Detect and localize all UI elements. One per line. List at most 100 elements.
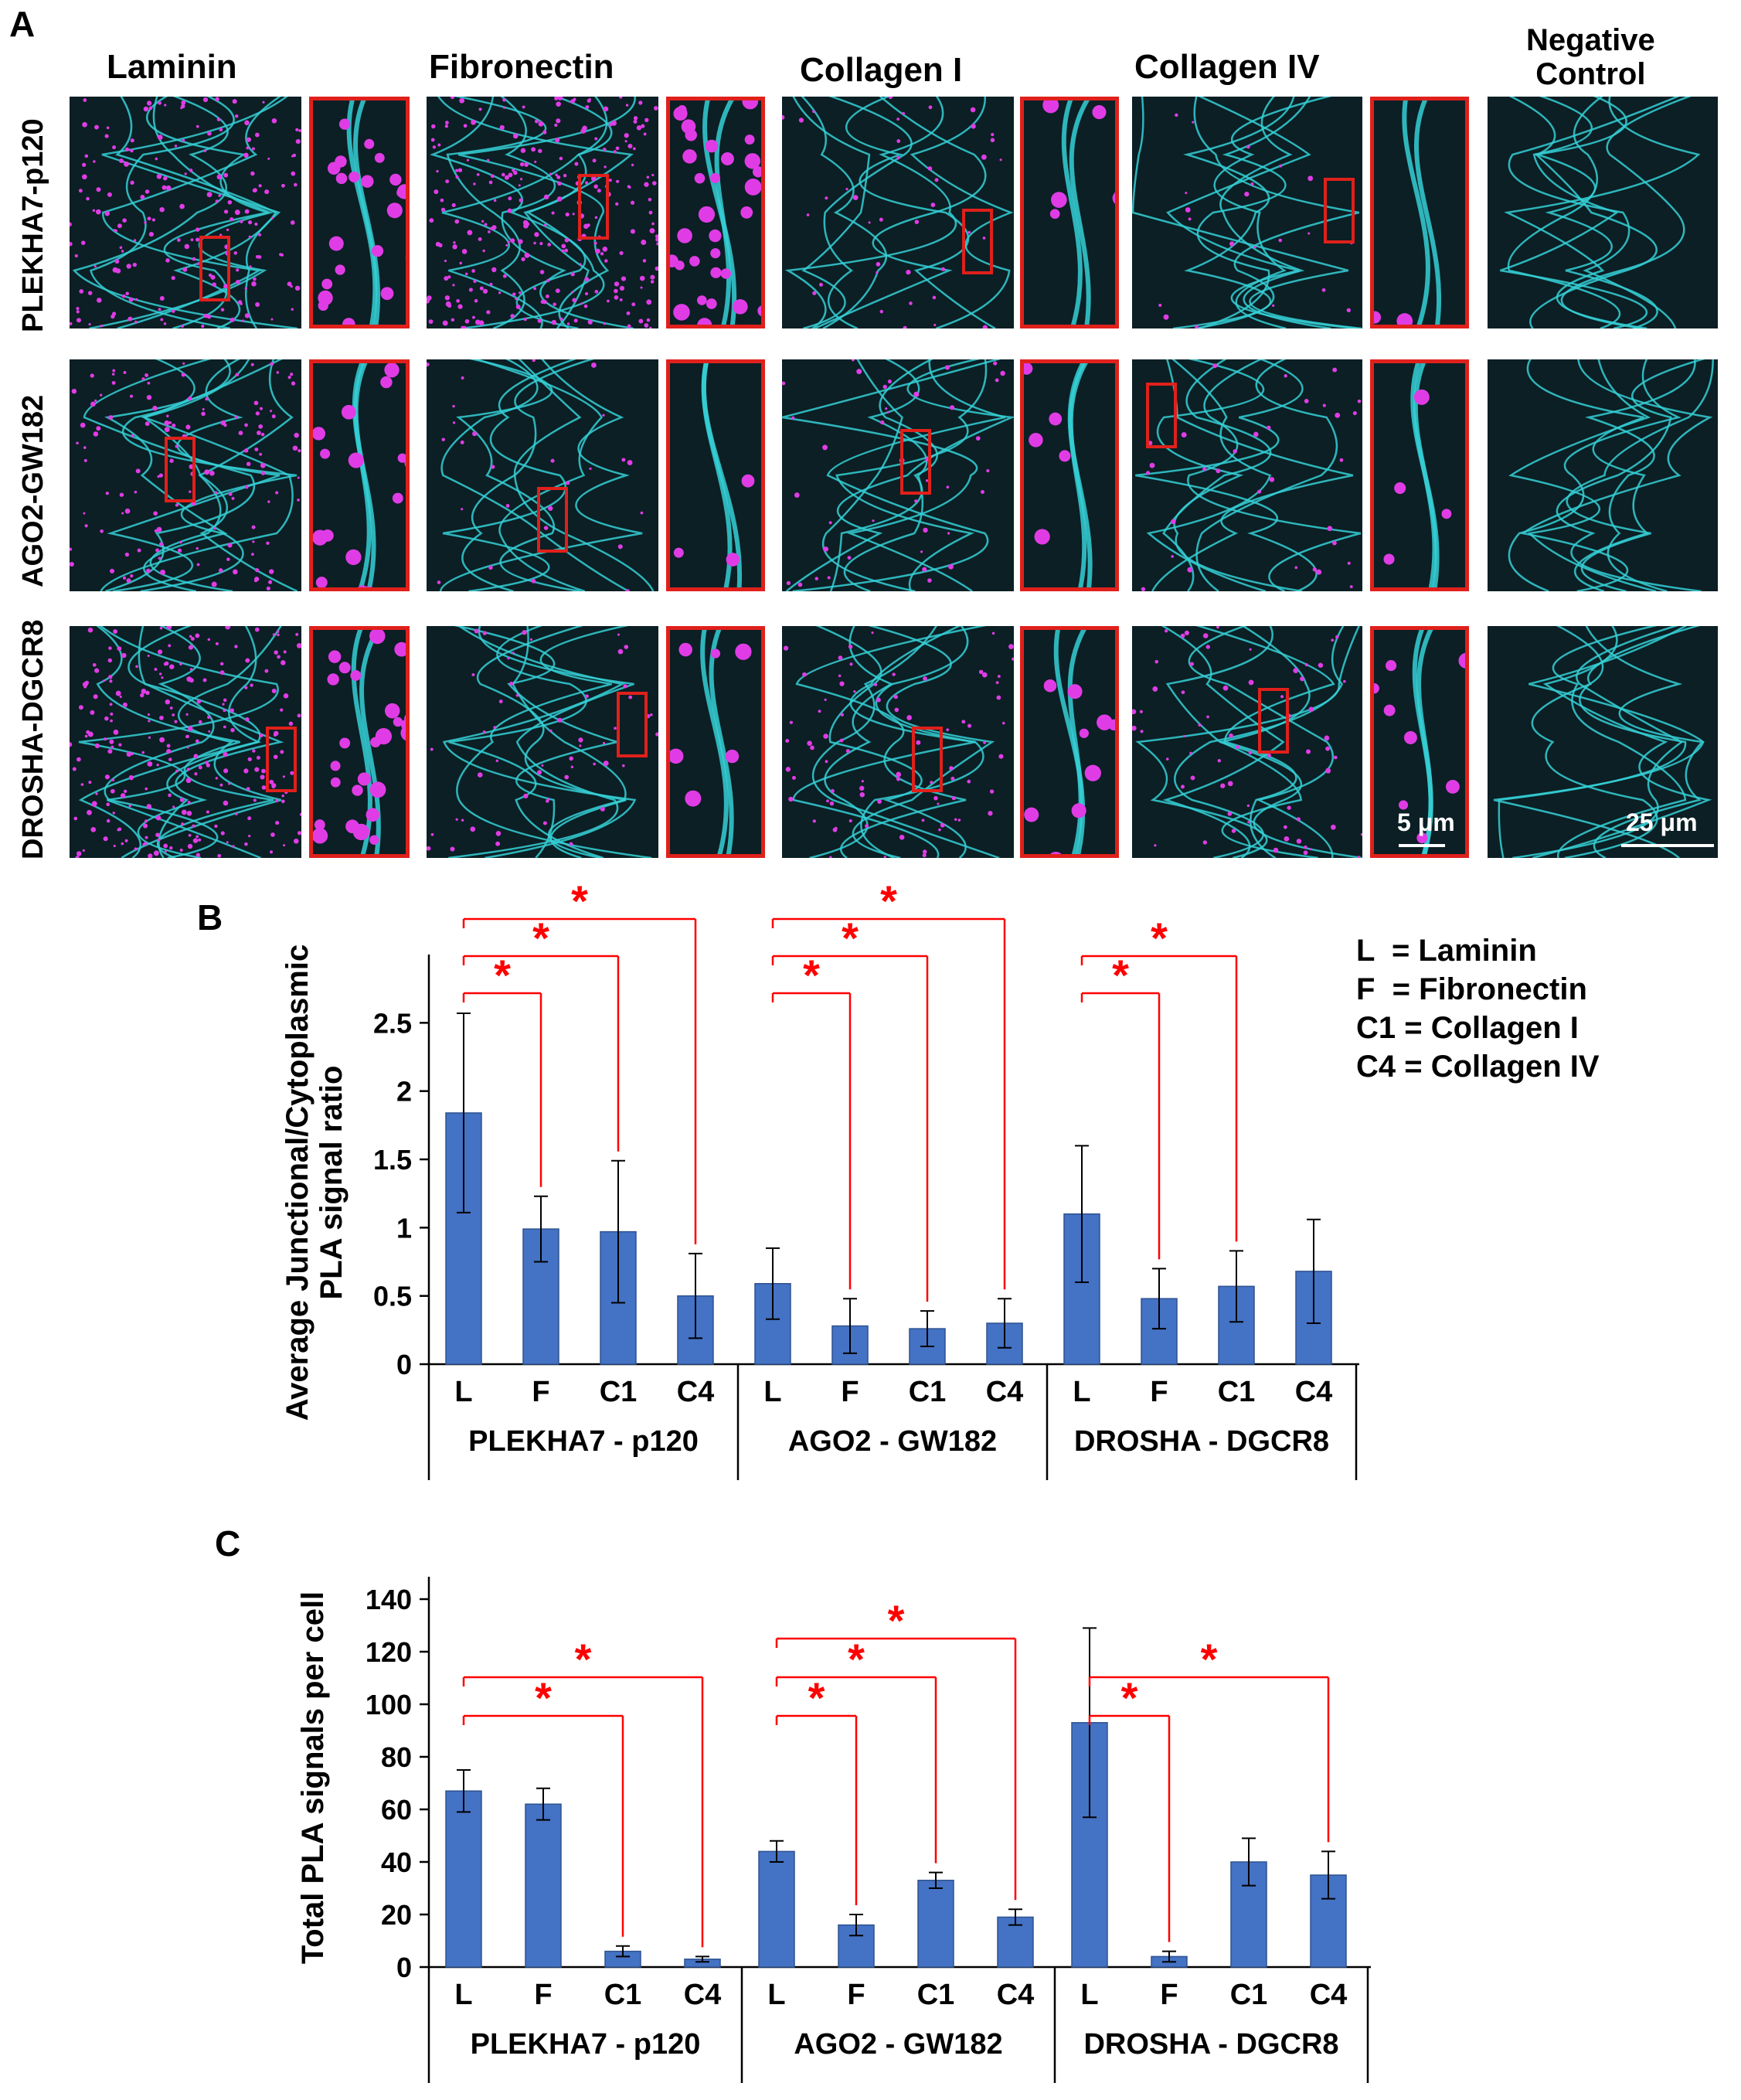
roi-box-r2-c3 (900, 429, 931, 495)
significance-marker: * (803, 951, 820, 999)
bar (997, 1916, 1034, 1968)
roi-box-r1-c2 (578, 174, 609, 240)
y-tick-label: 1.5 (373, 1144, 412, 1176)
micrograph-texture (1383, 363, 1452, 587)
micrograph-field-r2-c2 (427, 359, 658, 591)
y-tick-label: 120 (366, 1636, 412, 1668)
negative-control-line-2: Control (1535, 57, 1646, 91)
micrograph-inset-r2-c1 (309, 359, 410, 591)
micrograph-field-r3-c4 (1132, 626, 1362, 858)
micrograph-field-r3-c3 (782, 626, 1014, 858)
x-tick-label: C4 (997, 1979, 1035, 2011)
y-tick-label: 60 (381, 1794, 412, 1826)
y-tick-label: 80 (381, 1741, 412, 1773)
y-tick-label: 0 (396, 1349, 412, 1380)
y-tick-label: 2 (396, 1076, 412, 1108)
column-title-negative-control: Negative Control (1526, 23, 1655, 91)
micrograph-field-r1-c2 (427, 97, 658, 328)
micrograph-texture (1499, 97, 1701, 328)
roi-box-r1-c1 (199, 236, 230, 301)
bar (838, 1924, 875, 1968)
x-tick-label: C4 (677, 1376, 715, 1408)
micrograph-texture (70, 359, 301, 591)
x-tick-label: C1 (909, 1376, 947, 1408)
micrograph-texture (70, 97, 301, 328)
micrograph-texture (427, 359, 655, 591)
micrograph-negative-control-r3-c5 (1488, 626, 1718, 858)
scale-bar-25um (1621, 844, 1714, 847)
roi-box-r3-c2 (617, 692, 648, 757)
column-title-collagen-i: Collagen I (800, 51, 963, 89)
bar (684, 1959, 721, 1968)
legend-entry-l: L = Laminin (1356, 934, 1537, 968)
micrograph-texture (1132, 97, 1362, 328)
y-tick-label: 0 (396, 1952, 412, 1983)
micrograph-texture (1374, 100, 1441, 325)
y-tick-label: 20 (381, 1899, 412, 1931)
x-tick-label: L (763, 1376, 781, 1408)
x-tick-label: L (454, 1979, 472, 2011)
group-label: DROSHA - DGCR8 (1083, 2028, 1338, 2061)
bar (1151, 1955, 1188, 1968)
row-label-ago2-gw182: AGO2-GW182 (17, 394, 49, 587)
x-tick-label: L (454, 1376, 472, 1408)
micrograph-inset-r3-c1 (309, 626, 410, 858)
micrograph-texture (427, 97, 658, 328)
roi-box-r3-c1 (266, 727, 297, 792)
y-tick-label: 0.5 (373, 1281, 412, 1312)
x-tick-label: C1 (917, 1979, 955, 2011)
micrograph-texture (70, 626, 301, 858)
group-label: AGO2 - GW182 (794, 2028, 1002, 2061)
bar (525, 1803, 562, 1968)
scale-label-5um: 5 μm (1397, 808, 1455, 836)
significance-marker: * (848, 1635, 865, 1683)
bar (445, 1790, 482, 1968)
micrograph-texture (670, 100, 761, 325)
x-tick-label: F (841, 1376, 859, 1408)
micrograph-texture (782, 359, 1014, 591)
legend-entry-f: F = Fibronectin (1356, 972, 1587, 1006)
bar (754, 1283, 791, 1365)
x-tick-label: C4 (684, 1979, 722, 2011)
bar (758, 1850, 795, 1968)
micrograph-texture (1042, 100, 1115, 325)
x-tick-label: F (1160, 1979, 1178, 2011)
group-label: AGO2 - GW182 (788, 1425, 997, 1458)
micrograph-texture (673, 363, 755, 587)
significance-marker: * (808, 1673, 825, 1722)
roi-box-r2-c1 (165, 437, 196, 502)
x-tick-label: F (534, 1979, 552, 2011)
bar (909, 1328, 946, 1365)
x-tick-label: C4 (1310, 1979, 1348, 2011)
significance-marker: * (1121, 1673, 1138, 1722)
roi-box-r2-c2 (537, 487, 568, 553)
bar (1141, 1298, 1178, 1365)
micrograph-negative-control-r1-c5 (1488, 97, 1718, 328)
roi-box-r3-c3 (912, 727, 943, 792)
legend-entry-c4: C4 = Collagen IV (1356, 1050, 1600, 1084)
micrograph-texture (1493, 626, 1712, 858)
scale-bar-5um (1399, 844, 1445, 847)
group-label: PLEKHA7 - p120 (471, 2028, 701, 2061)
bar (445, 1112, 482, 1365)
significance-marker: * (880, 876, 897, 925)
scale-label-25um: 25 μm (1626, 808, 1698, 836)
x-tick-label: L (1073, 1376, 1090, 1408)
panel-b-label: B (197, 897, 223, 938)
micrograph-inset-r3-c4 (1370, 626, 1469, 858)
column-title-fibronectin: Fibronectin (429, 48, 614, 86)
x-tick-label: L (767, 1979, 785, 2011)
bar (522, 1228, 559, 1365)
bar (1063, 1213, 1100, 1365)
significance-marker: * (1151, 914, 1168, 962)
micrograph-inset-r1-c3 (1020, 97, 1119, 328)
bar (986, 1322, 1023, 1365)
x-tick-label: C1 (1230, 1979, 1268, 2011)
significance-marker: * (1201, 1635, 1218, 1683)
micrograph-inset-r2-c2 (666, 359, 765, 591)
negative-control-line-1: Negative (1526, 23, 1655, 57)
bar (600, 1230, 637, 1365)
row-label-drosha-dgcr8: DROSHA-DGCR8 (17, 619, 49, 859)
legend-entry-c1: C1 = Collagen I (1356, 1011, 1579, 1045)
micrograph-inset-r1-c4 (1370, 97, 1469, 328)
